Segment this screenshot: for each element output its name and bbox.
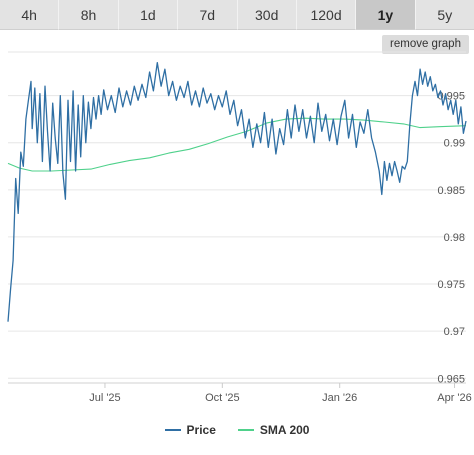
y-tick-label: 0.985 [437,185,465,197]
legend-swatch-price [164,429,181,431]
x-tick-label: Apr '26 [437,392,472,404]
tab-30d[interactable]: 30d [237,0,297,30]
y-tick-label: 0.97 [444,326,465,338]
remove-graph-button[interactable]: remove graph [382,35,469,54]
tab-4h[interactable]: 4h [0,0,60,30]
tab-120d[interactable]: 120d [296,0,357,30]
series-lines [7,61,467,322]
legend-item-sma-200[interactable]: SMA 200 [237,423,310,437]
legend-item-price[interactable]: Price [164,423,216,437]
timeframe-tabs: 4h 8h 1d 7d 30d 120d 1y 5y [0,0,474,30]
y-tick-label: 0.975 [437,279,465,291]
grid-lines [8,51,466,384]
x-tick-label: Jul '25 [89,392,120,404]
x-tick-label: Oct '25 [205,392,240,404]
legend-swatch-sma-200 [237,429,254,431]
y-tick-label: 0.965 [437,373,465,385]
tab-1d[interactable]: 1d [118,0,179,30]
chart-legend: Price SMA 200 [0,420,474,440]
legend-label-price: Price [186,423,216,437]
series-line-price [7,61,467,322]
tab-5y[interactable]: 5y [415,0,474,30]
y-tick-label: 0.99 [444,138,465,150]
y-tick-label: 0.98 [444,232,465,244]
x-axis-labels: Jul '25 Oct '25 Jan '26 Apr '26 [89,383,472,404]
x-tick-label: Jan '26 [322,392,357,404]
tab-1y[interactable]: 1y [356,0,416,30]
legend-label-sma-200: SMA 200 [259,423,310,437]
tab-8h[interactable]: 8h [59,0,119,30]
series-line-sma-200 [7,117,467,172]
tab-7d[interactable]: 7d [178,0,238,30]
